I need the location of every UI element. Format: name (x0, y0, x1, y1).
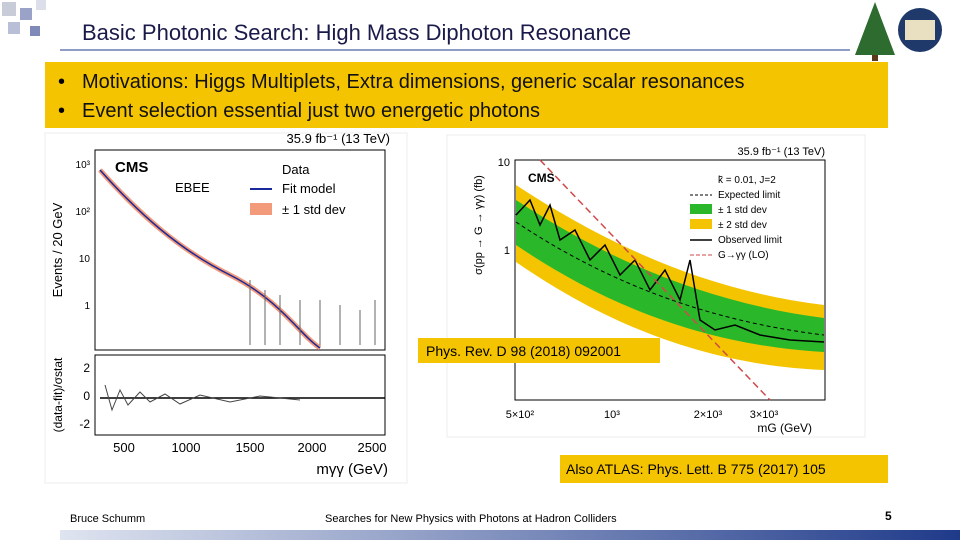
frame (514, 159, 826, 401)
left-plot: 35.9 fb⁻¹ (13 TeV) CMS EBEE Data Fit mod… (44, 131, 408, 484)
bullet: Motivations: Higgs Multiplets, Extra dim… (82, 71, 745, 93)
ratio-label: (data-fit)/σstat (51, 357, 65, 432)
error-bar (249, 280, 376, 345)
expected-line (515, 221, 825, 336)
experiment: CMS (115, 159, 148, 176)
bullet-marker: • (58, 71, 65, 93)
citation: Phys. Rev. D 98 (2018) 092001 (426, 343, 621, 359)
y-label: σ(pp → G → γγ) (fb) (473, 175, 485, 275)
y-tick-label: 1 (504, 245, 510, 257)
page-number: 5 (885, 509, 892, 523)
x-label: mγγ (GeV) (316, 461, 388, 478)
legend-entry: Expected limit (718, 190, 780, 201)
atlas-note: Also ATLAS: Phys. Lett. B 775 (2017) 105 (566, 461, 826, 477)
y-label: Events / 20 GeV (50, 202, 65, 297)
lumi: 35.9 fb⁻¹ (13 TeV) (287, 131, 390, 146)
ratio-tick-label: 2 (83, 361, 90, 375)
legend-swatch (690, 219, 712, 229)
y-tick-label: 10³ (76, 160, 91, 171)
ratio-frame (94, 354, 386, 436)
ratio-tick-label: -2 (79, 417, 90, 431)
square (30, 26, 40, 36)
legend-swatch (250, 203, 272, 215)
y-tick-label: 10² (76, 207, 91, 218)
x-label: mG (GeV) (757, 421, 812, 435)
x-tick-label: 3×10³ (750, 409, 779, 421)
right-plot: 35.9 fb⁻¹ (13 TeV) CMS k̃ = 0.01, J=2 Ex… (418, 134, 866, 438)
corner-decoration (2, 0, 46, 36)
citation-box (418, 338, 660, 363)
bullet-box (45, 62, 888, 128)
legend-entry: G→γγ (LO) (718, 250, 769, 261)
footer-author: Bruce Schumm (70, 513, 145, 525)
category: EBEE (175, 180, 210, 195)
legend-entry: ± 2 std dev (718, 220, 767, 231)
trunk (872, 55, 878, 61)
footer-bar (60, 530, 960, 540)
x-tick-label: 2500 (358, 440, 387, 455)
note-box (560, 455, 888, 483)
legend-entry: ± 1 std dev (282, 202, 346, 217)
x-tick-label: 1500 (236, 440, 265, 455)
x-tick-label: 5×10² (506, 409, 535, 421)
logo (855, 2, 942, 61)
legend-swatch (690, 204, 712, 214)
square (20, 8, 32, 20)
observed-line (515, 198, 825, 343)
seal-book (905, 20, 935, 40)
plot-panel (44, 132, 408, 484)
x-tick-label: 500 (113, 440, 135, 455)
fit-curve (99, 169, 321, 349)
theory-line (539, 159, 771, 401)
x-tick-label: 10³ (604, 409, 620, 421)
error-bars (249, 280, 376, 345)
x-tick-label: 2×10³ (694, 409, 723, 421)
legend-entry: k̃ = 0.01, J=2 (718, 175, 776, 186)
frame (94, 149, 386, 351)
legend-entry: Fit model (282, 181, 336, 196)
y-tick-label: 1 (84, 301, 90, 312)
legend-entry: Data (282, 162, 310, 177)
ratio-tick-label: 0 (83, 389, 90, 403)
y-tick-label: 10 (498, 157, 510, 169)
bullet: Event selection essential just two energ… (82, 100, 540, 122)
legend-entry: ± 1 std dev (718, 205, 767, 216)
square (2, 2, 16, 16)
ratio-points (104, 384, 301, 412)
bullet-marker: • (58, 100, 65, 122)
square (36, 0, 46, 10)
legend-entry: Observed limit (718, 235, 782, 246)
title: Basic Photonic Search: High Mass Diphoto… (82, 20, 631, 45)
tree (855, 2, 895, 55)
lumi: 35.9 fb⁻¹ (13 TeV) (737, 146, 825, 158)
x-tick-label: 1000 (172, 440, 201, 455)
footer-talk: Searches for New Physics with Photons at… (325, 513, 617, 525)
band-1sd (516, 200, 824, 352)
experiment: CMS (528, 171, 555, 185)
y-tick-label: 10 (79, 254, 91, 265)
x-tick-label: 2000 (298, 440, 327, 455)
square (8, 22, 20, 34)
